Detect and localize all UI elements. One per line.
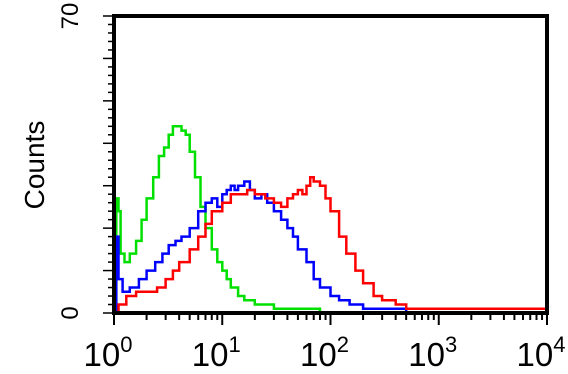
x-tick-label: 103	[408, 332, 457, 373]
x-tick-label-exponent: 3	[445, 332, 457, 357]
x-axis-tick-labels: 100 101 102 103 104	[84, 332, 566, 373]
x-tick-label-exponent: 1	[228, 332, 240, 357]
x-tick-label-base: 10	[517, 336, 554, 373]
x-tick-label: 104	[517, 332, 566, 373]
x-tick-label: 102	[300, 332, 349, 373]
x-tick-label-base: 10	[408, 336, 445, 373]
x-tick-label: 100	[84, 332, 133, 373]
x-tick-label-exponent: 4	[553, 332, 565, 357]
x-tick-label-base: 10	[84, 336, 121, 373]
x-tick-label-base: 10	[300, 336, 337, 373]
y-axis-label: Counts	[19, 121, 50, 210]
x-tick-label-exponent: 2	[337, 332, 349, 357]
x-tick-label-base: 10	[192, 336, 229, 373]
y-axis-tick-labels: 0 70	[57, 3, 84, 320]
series-line-3	[114, 175, 549, 315]
x-tick-label: 101	[192, 332, 241, 373]
series-layer	[114, 125, 549, 315]
x-tick-label-exponent: 0	[120, 332, 132, 357]
series-line-2	[114, 180, 547, 315]
y-axis-ticks	[103, 15, 114, 314]
y-tick-label: 70	[57, 3, 84, 30]
series-line-1	[114, 125, 547, 315]
x-axis-ticks	[113, 313, 548, 325]
y-tick-label: 0	[57, 306, 84, 319]
